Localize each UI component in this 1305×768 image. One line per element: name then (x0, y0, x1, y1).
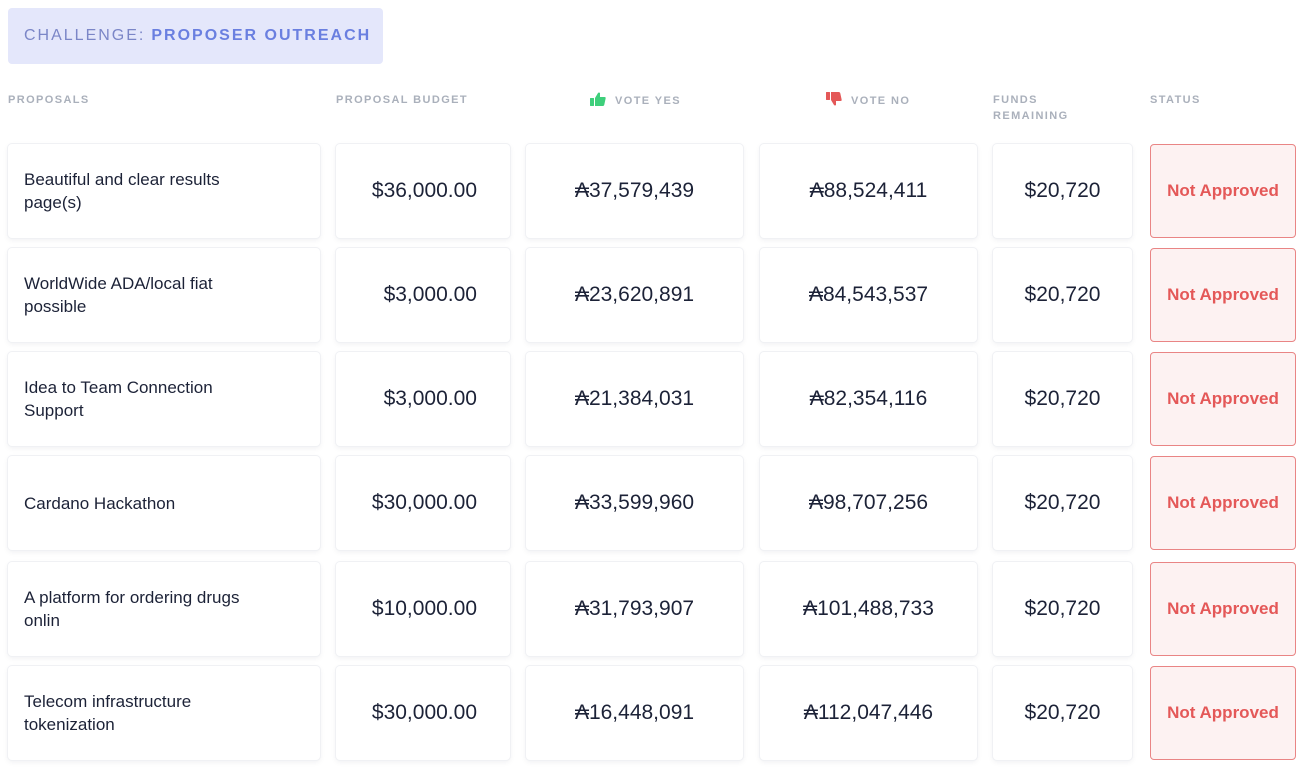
status-badge: Not Approved (1150, 666, 1296, 760)
proposal-name[interactable]: WorldWide ADA/local fiat possible (24, 274, 213, 316)
vote-yes-count: ₳33,599,960 (526, 456, 743, 550)
header-proposals: PROPOSALS (8, 94, 90, 106)
vote-no-count: ₳112,047,446 (760, 666, 977, 760)
header-vote-yes: VOTE YES (590, 92, 681, 111)
status-badge: Not Approved (1150, 352, 1296, 446)
proposal-row[interactable]: Idea to Team Connection Support $3,000.0… (0, 352, 1305, 446)
vote-no-count: ₳98,707,256 (760, 456, 977, 550)
funds-remaining: $20,720 (993, 144, 1132, 238)
header-vote-no-label: VOTE NO (851, 95, 911, 107)
proposal-row[interactable]: Cardano Hackathon $30,000.00 ₳33,599,960… (0, 456, 1305, 550)
header-status: STATUS (1150, 94, 1201, 106)
vote-no-count: ₳88,524,411 (760, 144, 977, 238)
proposal-name[interactable]: A platform for ordering drugs onlin (24, 588, 240, 630)
proposal-budget: $3,000.00 (336, 248, 510, 342)
proposal-name[interactable]: Cardano Hackathon (24, 493, 176, 513)
proposal-name-cell[interactable]: Idea to Team Connection Support (8, 352, 320, 446)
proposal-row[interactable]: Telecom infrastructure tokenization $30,… (0, 666, 1305, 760)
header-vote-no: VOTE NO (826, 92, 910, 111)
proposal-row[interactable]: WorldWide ADA/local fiat possible $3,000… (0, 248, 1305, 342)
funds-remaining: $20,720 (993, 456, 1132, 550)
vote-yes-count: ₳23,620,891 (526, 248, 743, 342)
proposal-budget: $30,000.00 (336, 666, 510, 760)
status-badge: Not Approved (1150, 562, 1296, 656)
proposal-budget: $10,000.00 (336, 562, 510, 656)
challenge-tag: CHALLENGE: PROPOSER OUTREACH (8, 8, 383, 64)
proposal-budget: $30,000.00 (336, 456, 510, 550)
proposal-name-cell[interactable]: Telecom infrastructure tokenization (8, 666, 320, 760)
header-budget: PROPOSAL BUDGET (336, 94, 469, 106)
proposal-name[interactable]: Telecom infrastructure tokenization (24, 692, 192, 734)
status-badge: Not Approved (1150, 456, 1296, 550)
vote-yes-count: ₳37,579,439 (526, 144, 743, 238)
proposal-name[interactable]: Beautiful and clear results page(s) (24, 170, 220, 212)
status-badge: Not Approved (1150, 248, 1296, 342)
header-funds-remaining: FUNDS REMAINING (993, 94, 1069, 122)
vote-no-count: ₳101,488,733 (760, 562, 977, 656)
proposal-name-cell[interactable]: WorldWide ADA/local fiat possible (8, 248, 320, 342)
funds-remaining: $20,720 (993, 248, 1132, 342)
funds-remaining: $20,720 (993, 666, 1132, 760)
vote-no-count: ₳82,354,116 (760, 352, 977, 446)
challenge-prefix: CHALLENGE: (24, 27, 146, 44)
proposal-name-cell[interactable]: Cardano Hackathon (8, 456, 320, 550)
vote-yes-count: ₳21,384,031 (526, 352, 743, 446)
vote-yes-count: ₳31,793,907 (526, 562, 743, 656)
header-vote-yes-label: VOTE YES (615, 95, 682, 107)
proposal-name-cell[interactable]: Beautiful and clear results page(s) (8, 144, 320, 238)
challenge-name: PROPOSER OUTREACH (151, 27, 372, 44)
funds-remaining: $20,720 (993, 352, 1132, 446)
funds-remaining: $20,720 (993, 562, 1132, 656)
thumbs-up-icon (590, 92, 606, 111)
proposal-budget: $3,000.00 (336, 352, 510, 446)
proposal-row[interactable]: Beautiful and clear results page(s) $36,… (0, 144, 1305, 238)
status-badge: Not Approved (1150, 144, 1296, 238)
thumbs-down-icon (826, 92, 842, 111)
proposal-budget: $36,000.00 (336, 144, 510, 238)
proposal-row[interactable]: A platform for ordering drugs onlin $10,… (0, 562, 1305, 656)
vote-no-count: ₳84,543,537 (760, 248, 977, 342)
proposal-name-cell[interactable]: A platform for ordering drugs onlin (8, 562, 320, 656)
proposal-name[interactable]: Idea to Team Connection Support (24, 378, 213, 420)
vote-yes-count: ₳16,448,091 (526, 666, 743, 760)
